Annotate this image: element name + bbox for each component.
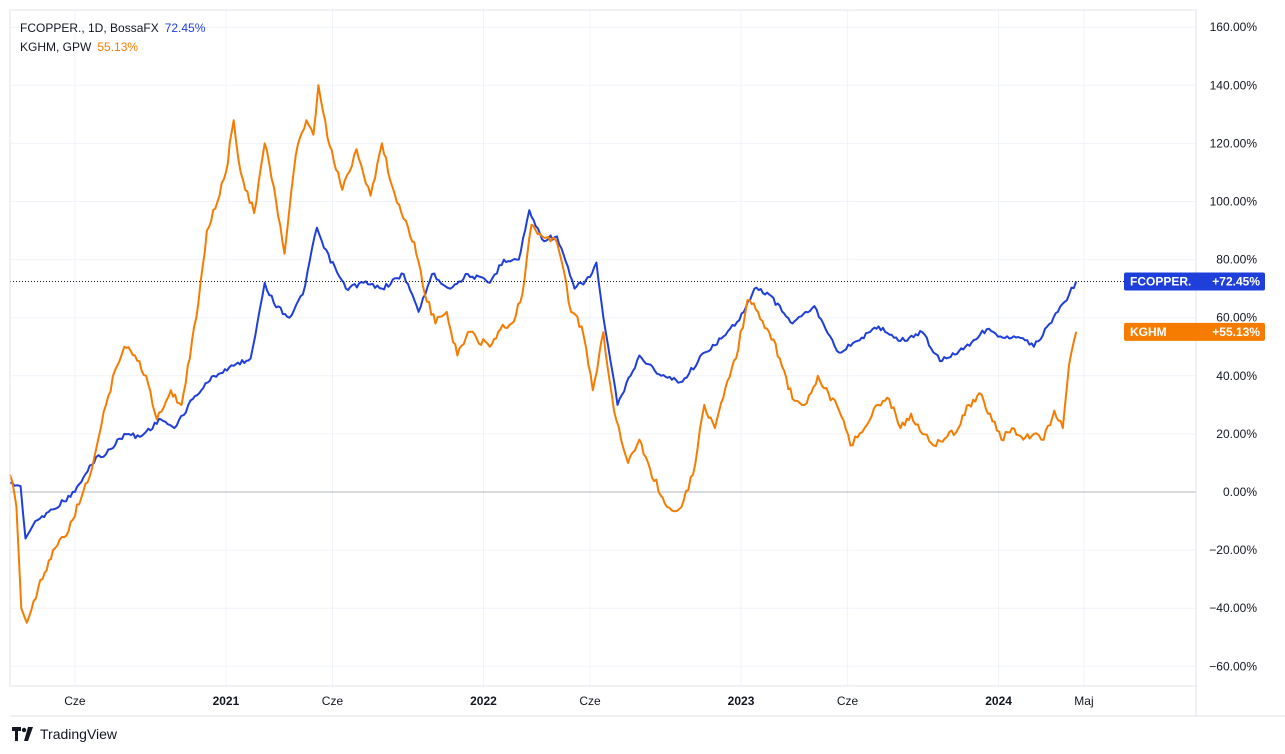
x-tick-label: Cze — [579, 694, 601, 708]
plot-border — [9, 9, 1197, 687]
x-tick-label: 2021 — [213, 694, 240, 708]
badge-value: +55.13% — [1212, 325, 1260, 339]
badge-label: FCOPPER. — [1130, 275, 1191, 289]
legend-fcopper-name: FCOPPER., 1D, BossaFX — [20, 21, 159, 35]
y-tick-label: 60.00% — [1216, 311, 1257, 325]
x-tick-label: Maj — [1074, 694, 1093, 708]
price-axis[interactable]: 160.00% 140.00% 120.00% 100.00% 80.00% 60.00%… — [1209, 20, 1257, 673]
series-line-fcopper[interactable] — [9, 209, 1078, 540]
x-tick-label: 2023 — [728, 694, 755, 708]
x-tick-label: Cze — [322, 694, 344, 708]
x-tick-label: 2022 — [470, 694, 497, 708]
last-value-badges: FCOPPER. +72.45% KGHM +55.13% — [1124, 272, 1265, 341]
badge-kghm: KGHM +55.13% — [1124, 322, 1265, 341]
y-tick-label: 40.00% — [1216, 369, 1257, 383]
y-tick-label: 160.00% — [1210, 20, 1258, 34]
badge-value: +72.45% — [1212, 275, 1260, 289]
y-tick-label: 20.00% — [1216, 427, 1257, 441]
y-tick-label: −60.00% — [1209, 659, 1257, 673]
y-tick-label: −40.00% — [1209, 601, 1257, 615]
tradingview-logo-icon — [12, 727, 36, 741]
y-tick-label: −20.00% — [1209, 543, 1257, 557]
series-line-kghm[interactable] — [9, 84, 1078, 624]
time-axis[interactable]: Cze 2021 Cze 2022 Cze 2023 Cze 2024 Maj — [64, 694, 1093, 708]
tradingview-label: TradingView — [40, 726, 118, 742]
tradingview-branding[interactable]: TradingView — [12, 726, 117, 742]
y-tick-label: 0.00% — [1223, 485, 1257, 499]
grid-lines — [10, 10, 1196, 686]
x-tick-label: Cze — [837, 694, 859, 708]
legend-kghm-value: 55.13% — [97, 40, 139, 54]
legend-kghm-name: KGHM, GPW — [20, 40, 92, 54]
x-tick-label: Cze — [64, 694, 86, 708]
x-tick-label: 2024 — [985, 694, 1012, 708]
legend-fcopper-value: 72.45% — [164, 21, 206, 35]
y-tick-label: 100.00% — [1210, 195, 1258, 209]
series-layer — [9, 84, 1078, 624]
legend-row-kghm[interactable]: KGHM, GPW 55.13% — [20, 40, 138, 54]
y-tick-label: 80.00% — [1216, 253, 1257, 267]
y-tick-label: 140.00% — [1210, 78, 1258, 92]
badge-fcopper: FCOPPER. +72.45% — [1124, 272, 1265, 291]
y-tick-label: 120.00% — [1210, 136, 1258, 150]
badge-label: KGHM — [1130, 325, 1167, 339]
legend-row-fcopper[interactable]: FCOPPER., 1D, BossaFX 72.45% — [20, 21, 205, 35]
